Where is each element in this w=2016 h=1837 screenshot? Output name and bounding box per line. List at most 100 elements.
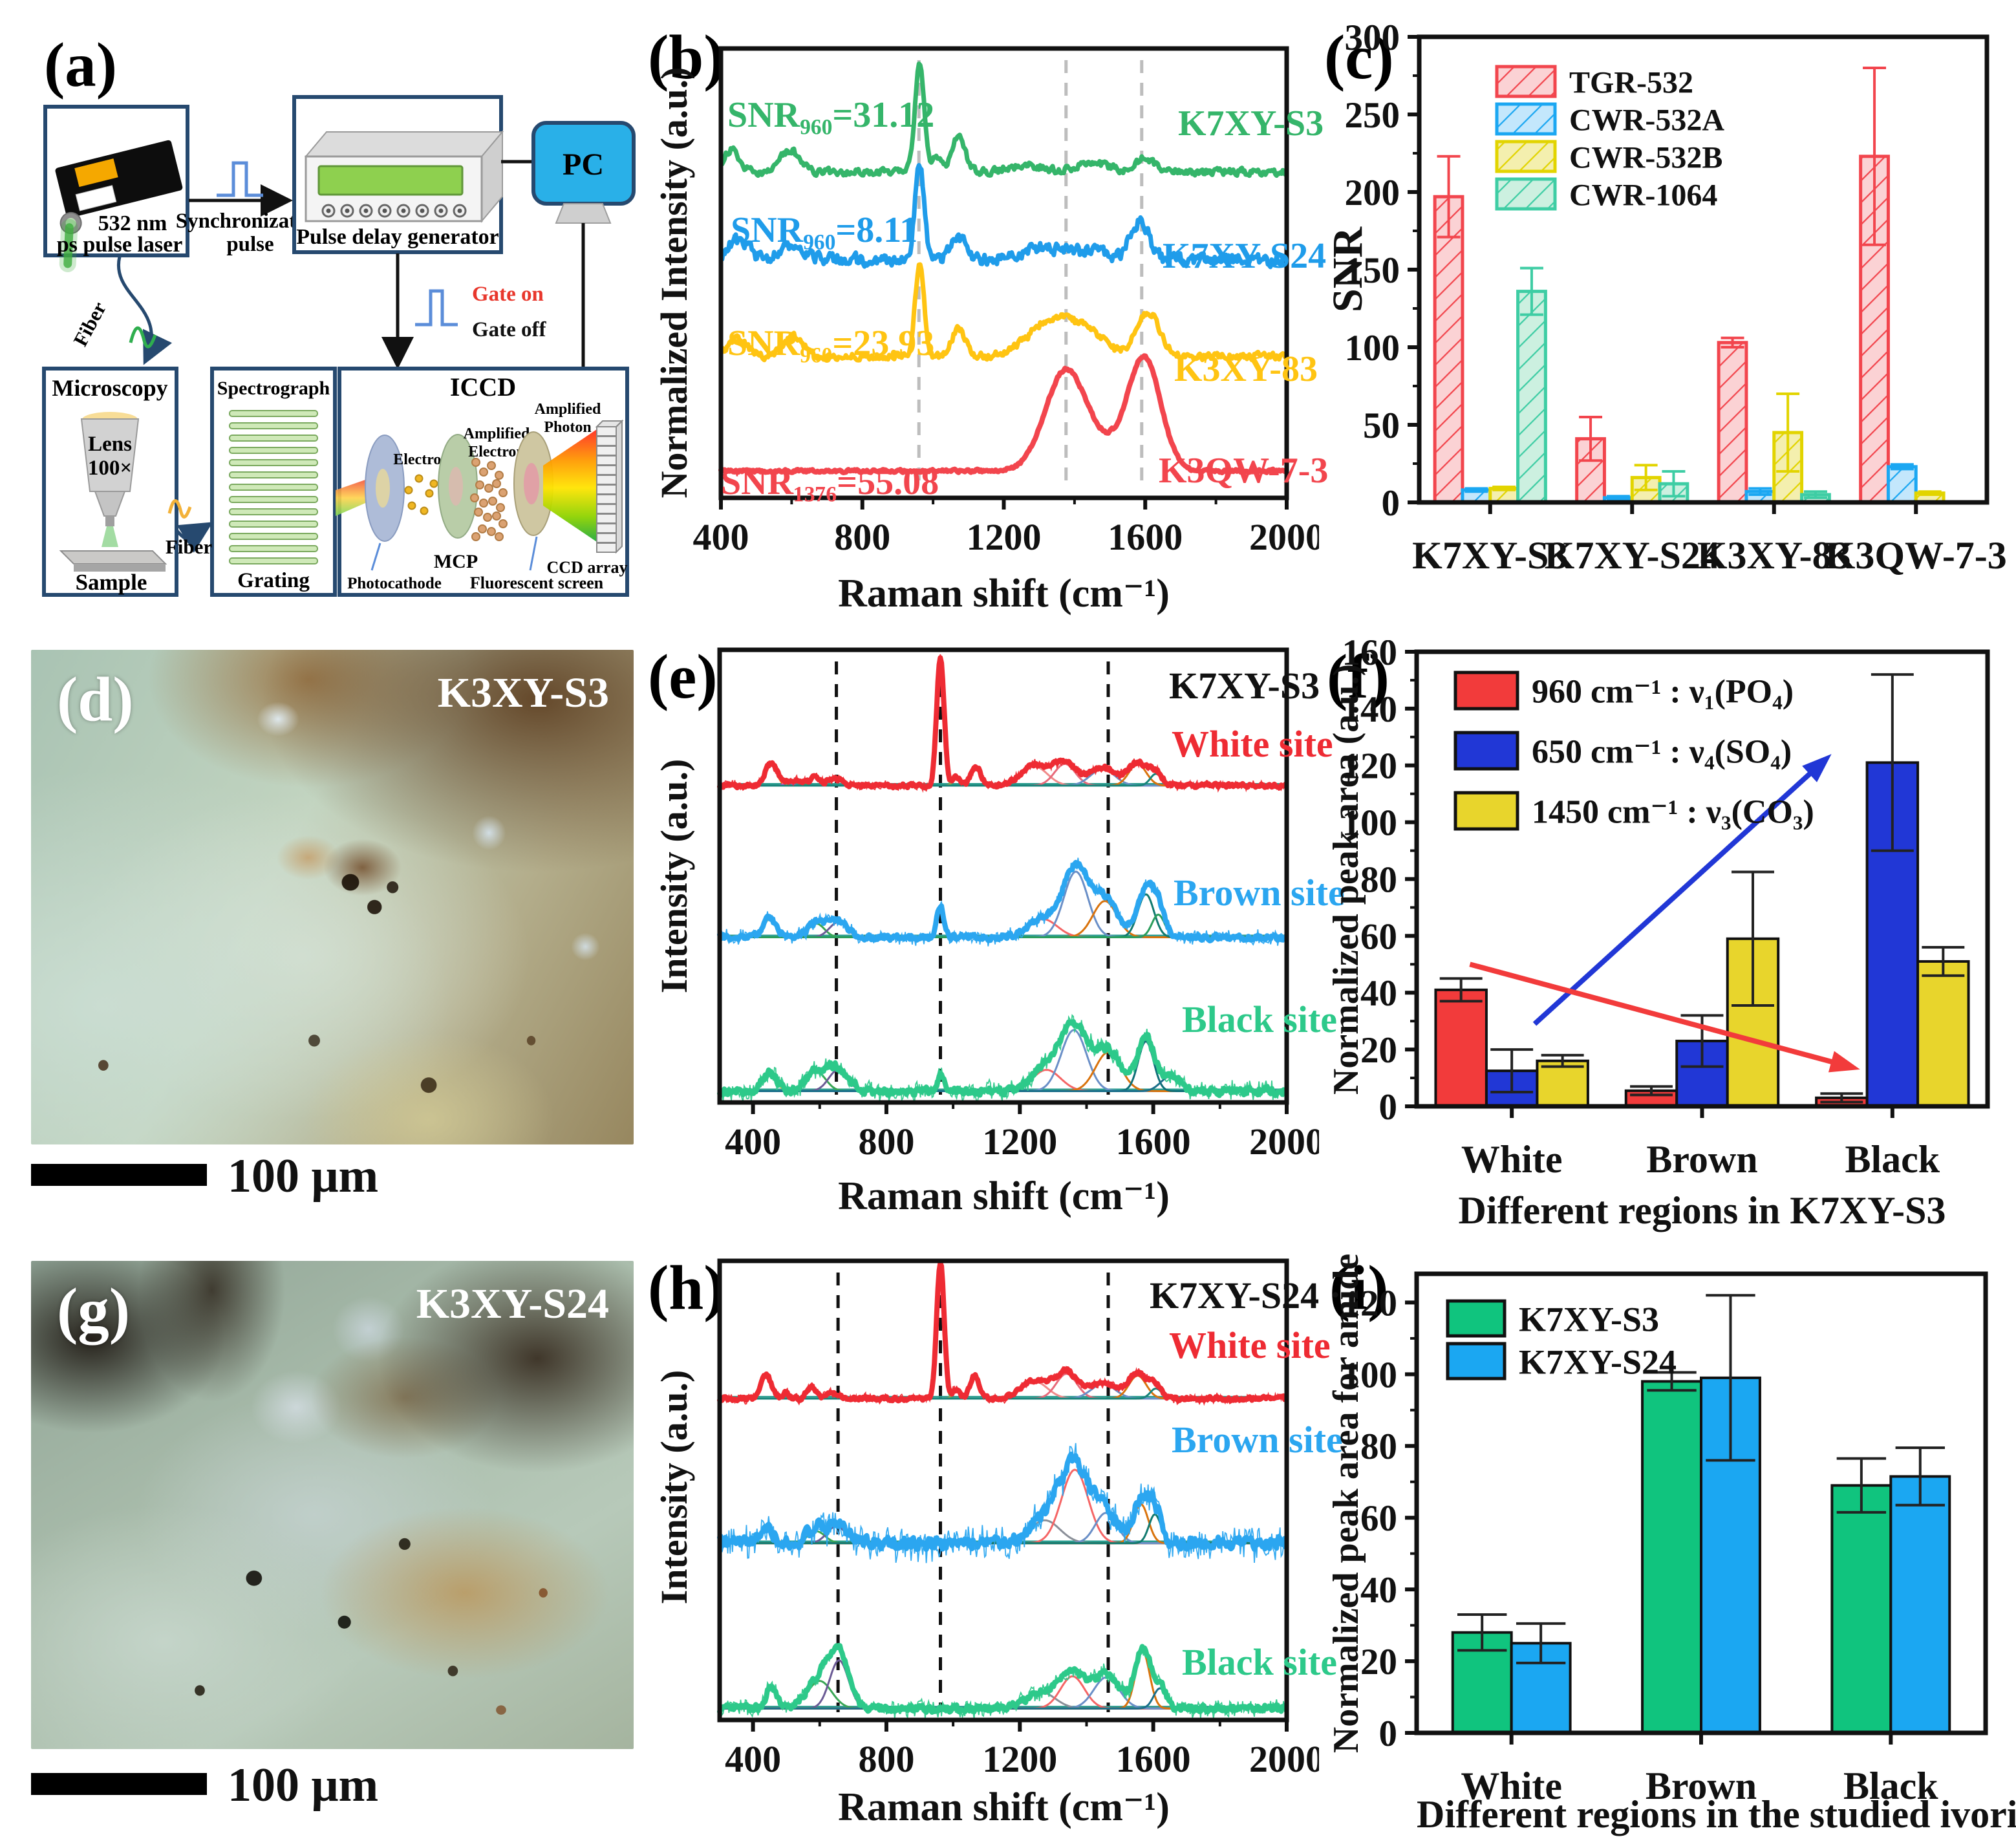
x-tick-label: 800 — [834, 516, 890, 558]
y-tick-label: 100 — [1342, 803, 1398, 844]
y-tick-label: 120 — [1342, 746, 1398, 787]
spectrum-trace-1 — [717, 859, 1289, 943]
lens-label-2: 100× — [88, 457, 132, 480]
iccd-label: ICCD — [450, 372, 516, 402]
microscopy-label: Microscopy — [52, 375, 167, 401]
spectrograph-box: Spectrograph Grating — [210, 367, 337, 597]
y-tick-label: 0 — [1379, 1087, 1398, 1128]
bar-i-K7XY-S3-Brown — [1641, 1380, 1703, 1734]
spectrum-trace-0 — [717, 655, 1289, 791]
pc-label: PC — [563, 147, 604, 182]
x-tick-label: 2000 — [1249, 1121, 1319, 1163]
y-tick-label: 120 — [1342, 1283, 1398, 1324]
trend-arrowhead-1 — [1828, 1051, 1860, 1073]
plot-frame — [1417, 34, 1989, 505]
y-tick-label: 300 — [1345, 19, 1400, 58]
panel-i-ylabel: Normalized peak area for amide — [1326, 1253, 1366, 1754]
cat-label-White: White — [1461, 1765, 1562, 1807]
legend-swatch-TGR-532 — [1495, 65, 1557, 98]
spectrum-trace-2 — [718, 262, 1289, 363]
spectrum-trace-3 — [718, 353, 1289, 475]
x-tick-label: 800 — [858, 1121, 914, 1163]
laser-label-2: ps pulse laser — [57, 233, 183, 257]
panel-c-ylabel: SNR — [1324, 226, 1371, 313]
legend-label-K7XY-S3: K7XY-S3 — [1519, 1300, 1659, 1338]
panel-f-xlabel: Different regions in K7XY-S3 — [1458, 1189, 1946, 1232]
scalebar-g — [31, 1773, 207, 1795]
y-tick-label: 0 — [1382, 483, 1400, 524]
laser-label-1: 532 nm — [98, 211, 167, 235]
site-label-brown-e: Brown site — [1174, 872, 1345, 914]
objective-beam — [102, 526, 118, 547]
microscopy-image-k3xy-s24: (g) K3XY-S24 — [31, 1261, 634, 1749]
trace-label-k7xy-s24: K7XY-S24 — [1163, 236, 1327, 276]
electron-dots — [404, 474, 438, 515]
y-tick-label: 20 — [1360, 1642, 1397, 1682]
x-tick-label: 400 — [693, 516, 749, 558]
cat-label-K7XY-S24: K7XY-S24 — [1545, 534, 1720, 577]
amplified-electron-label-2: Electron — [468, 444, 525, 460]
trend-arrow-1 — [1469, 961, 1844, 1068]
sample-name-k3xy-s24: K3XY-S24 — [416, 1280, 609, 1327]
snr-label-k7xy-s3: SNR₉₆₀=31.12 — [727, 95, 935, 135]
rainbow-beam — [543, 429, 597, 542]
panel-c-snr-barchart: 0 50 100 150 200 250 300 K7XY-S3K7XY-S24K3XY-83… — [1345, 19, 2007, 577]
panel-e-spectra-chart: 400 800 1200 1600 2000 — [717, 647, 1319, 1163]
pdg-label: Pulse delay generator — [296, 225, 499, 249]
fiber1-label: Fiber — [69, 298, 111, 350]
site-label-brown-h: Brown site — [1172, 1419, 1343, 1461]
legend-swatch-650 cm⁻¹ : ν₄(SO₄) — [1453, 731, 1519, 771]
bar-i-K7XY-S3-Black — [1830, 1484, 1893, 1734]
spectrum-trace-2 — [717, 1642, 1289, 1715]
fiber2-pulse-icon — [167, 499, 192, 519]
plot-frame — [1414, 649, 1990, 1109]
bar-c-CWR-532A-K3QW-7-3 — [1886, 465, 1918, 504]
photocathode-label: Photocathode — [347, 575, 442, 592]
panel-letter-c: (c) — [1324, 23, 1394, 92]
x-tick-label: 800 — [858, 1738, 914, 1780]
x-tick-label: 400 — [725, 1121, 781, 1163]
trend-arrow-0 — [1532, 764, 1820, 1026]
panel-b-ylabel: Normalized Intensity (a.u.) — [653, 67, 695, 499]
amplified-photon-label-2: Photon — [544, 419, 591, 436]
raw-trace-1 — [719, 1443, 1287, 1563]
legend-label-650 cm⁻¹ : ν₄(SO₄): 650 cm⁻¹ : ν₄(SO₄) — [1532, 734, 1792, 771]
y-tick-label: 40 — [1360, 973, 1397, 1014]
panel-e-ylabel: Intensity (a.u.) — [653, 758, 695, 994]
scalebar-d-label: 100 μm — [228, 1150, 379, 1203]
panel-h-spectra-chart: 400 800 1200 1600 2000 — [717, 1258, 1319, 1780]
scalebar-d — [31, 1164, 207, 1186]
ccd-array — [595, 419, 624, 554]
legend-swatch-960 cm⁻¹ : ν₁(PO₄) — [1453, 671, 1519, 711]
panel-i-xlabel: Different regions in the studied ivories — [1417, 1793, 2016, 1836]
spectrum-trace-1 — [718, 163, 1289, 270]
bar-f-960 cm⁻¹ : ν₁(PO₄)-White — [1434, 988, 1488, 1108]
legend-label-1450 cm⁻¹ : ν₃(CO₃): 1450 cm⁻¹ : ν₃(CO₃) — [1532, 794, 1814, 831]
x-tick-label: 400 — [725, 1738, 781, 1780]
lens-label-1: Lens — [88, 433, 132, 456]
legend-label-CWR-532B: CWR-532B — [1569, 140, 1722, 175]
gate-pulse-icon — [415, 289, 458, 327]
y-tick-label: 100 — [1345, 328, 1400, 369]
microscopy-image-k3xy-s3: (d) K3XY-S3 — [31, 650, 634, 1144]
legend-label-CWR-1064: CWR-1064 — [1569, 178, 1717, 212]
cat-label-Brown: Brown — [1646, 1765, 1757, 1807]
panel-f-ylabel: Normalized peak area (a.u.) — [1326, 663, 1366, 1095]
sample-name-k3xy-s3: K3XY-S3 — [437, 669, 609, 716]
legend-swatch-1450 cm⁻¹ : ν₃(CO₃) — [1453, 791, 1519, 831]
bar-c-TGR-532-K7XY-S3 — [1433, 195, 1464, 504]
ccd-array-label: CCD array — [547, 558, 628, 577]
gate-off-label: Gate off — [472, 318, 547, 341]
fiber2-label: Fiber — [166, 535, 213, 558]
plot-frame — [1414, 1271, 1988, 1735]
pc-monitor: PC — [531, 121, 636, 224]
y-tick-label: 0 — [1379, 1713, 1398, 1754]
objective-barrel — [80, 418, 140, 492]
x-tick-label: 2000 — [1249, 516, 1319, 558]
fiber1-pulse-icon — [129, 326, 157, 349]
panel-letter-d: (d) — [57, 665, 134, 734]
bar-i-K7XY-S24-Black — [1889, 1475, 1951, 1734]
sample-label: Sample — [76, 570, 147, 595]
